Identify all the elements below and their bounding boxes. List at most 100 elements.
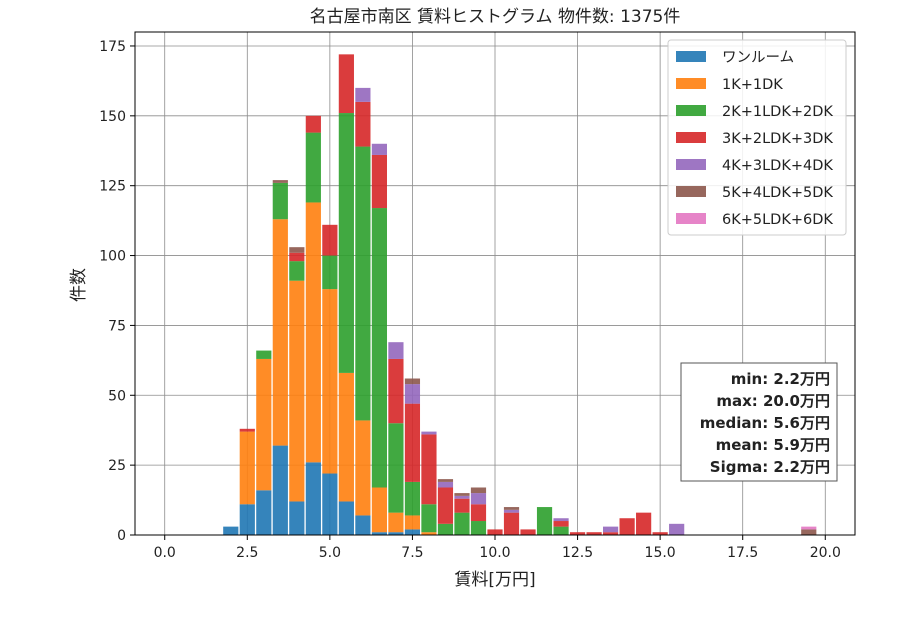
bar-segment: [437, 523, 454, 535]
legend-swatch: [676, 159, 706, 170]
bar-segment: [223, 526, 239, 535]
bar-segment: [338, 501, 354, 535]
x-tick-label: 7.5: [401, 545, 423, 561]
legend-box: [667, 39, 847, 236]
bar-segment: [388, 358, 404, 424]
bar-segment: [553, 518, 569, 522]
stats-box: min: 2.2万円 max: 20.0万円 median: 5.6万円 mean: …: [680, 362, 838, 482]
bar-segment: [569, 532, 586, 535]
bar-segment: [603, 532, 619, 535]
bar-segment: [669, 523, 685, 535]
stats-line: Sigma: 2.2万円: [710, 458, 830, 476]
bar-segment: [437, 479, 454, 482]
bar-segment: [305, 115, 321, 133]
x-tick-label: 17.5: [727, 545, 758, 561]
y-axis-label: 件数: [69, 268, 89, 302]
y-tick-label: 150: [99, 109, 126, 125]
bar-segment: [636, 512, 652, 535]
legend-swatch: [676, 105, 706, 116]
bar-segment: [371, 532, 387, 535]
legend-swatch: [676, 186, 706, 197]
bar-segment: [454, 512, 470, 535]
bar-segment: [404, 378, 421, 385]
bar-segment: [338, 113, 354, 373]
bar-segment: [272, 182, 288, 220]
bar-segment: [355, 146, 371, 421]
bar-segment: [652, 532, 668, 535]
legend-label: 6K+5LDK+6DK: [722, 212, 833, 228]
legend-label: ワンルーム: [722, 50, 794, 66]
bar-segment: [470, 487, 487, 494]
bar-segment: [338, 54, 354, 114]
stats-box-frame: [680, 362, 838, 482]
bar-segment: [355, 87, 371, 102]
bar-segment: [239, 504, 255, 535]
y-tick-label: 0: [117, 528, 126, 544]
stats-line: min: 2.2万円: [731, 370, 830, 388]
x-axis: 0.0 2.5 5.0 7.5 10.0 12.5 15.0 17.5 20.0: [154, 535, 841, 561]
bar-segment: [470, 493, 487, 505]
legend-swatch: [676, 78, 706, 89]
bar-segment: [801, 529, 817, 535]
bar-segment: [272, 219, 288, 446]
bar-segment: [520, 529, 536, 535]
bars: [223, 54, 817, 535]
bar-segment: [404, 529, 421, 535]
bar-segment: [239, 431, 255, 505]
bar-segment: [289, 280, 305, 502]
bar-segment: [404, 481, 421, 516]
bar-segment: [305, 202, 321, 463]
bar-segment: [256, 358, 272, 491]
y-tick-label: 100: [99, 249, 126, 265]
bar-segment: [289, 247, 305, 253]
legend-swatch: [676, 132, 706, 143]
bar-segment: [289, 252, 305, 262]
bar-segment: [487, 529, 503, 535]
bar-segment: [388, 512, 404, 533]
x-tick-label: 0.0: [154, 545, 176, 561]
bar-segment: [801, 526, 817, 530]
bar-segment: [322, 255, 338, 290]
bar-segment: [338, 372, 354, 502]
bar-segment: [355, 515, 371, 535]
bar-segment: [272, 445, 288, 535]
bar-segment: [388, 532, 404, 535]
stats-line: median: 5.6万円: [700, 414, 830, 432]
bar-segment: [355, 101, 371, 147]
bar-segment: [388, 423, 404, 513]
y-tick-label: 175: [99, 39, 126, 55]
bar-segment: [503, 509, 520, 513]
bar-segment: [371, 208, 387, 488]
bar-segment: [371, 487, 387, 533]
stats-line: mean: 5.9万円: [716, 436, 830, 454]
bar-segment: [305, 462, 321, 535]
bar-segment: [289, 261, 305, 281]
bar-segment: [454, 495, 470, 499]
x-tick-label: 5.0: [319, 545, 341, 561]
bar-segment: [322, 289, 338, 474]
x-tick-label: 10.0: [479, 545, 510, 561]
legend-swatch: [676, 213, 706, 224]
bar-segment: [470, 521, 487, 535]
bar-segment: [404, 515, 421, 530]
bar-segment: [305, 132, 321, 203]
bar-segment: [371, 143, 387, 155]
bar-segment: [272, 180, 288, 183]
x-tick-label: 20.0: [810, 545, 841, 561]
x-tick-label: 2.5: [236, 545, 258, 561]
x-tick-label: 12.5: [562, 545, 593, 561]
bar-segment: [437, 487, 454, 524]
bar-segment: [355, 420, 371, 516]
bar-segment: [454, 498, 470, 513]
bar-segment: [256, 490, 272, 535]
bar-segment: [470, 504, 487, 522]
legend-label: 5K+4LDK+5DK: [722, 185, 833, 201]
bar-segment: [421, 532, 437, 535]
bar-segment: [421, 504, 437, 533]
x-tick-label: 15.0: [645, 545, 676, 561]
bar-segment: [536, 507, 553, 535]
bar-segment: [388, 342, 404, 359]
bar-segment: [437, 481, 454, 488]
x-axis-label: 賃料[万円]: [454, 570, 535, 590]
legend-label: 3K+2LDK+3DK: [722, 131, 833, 147]
